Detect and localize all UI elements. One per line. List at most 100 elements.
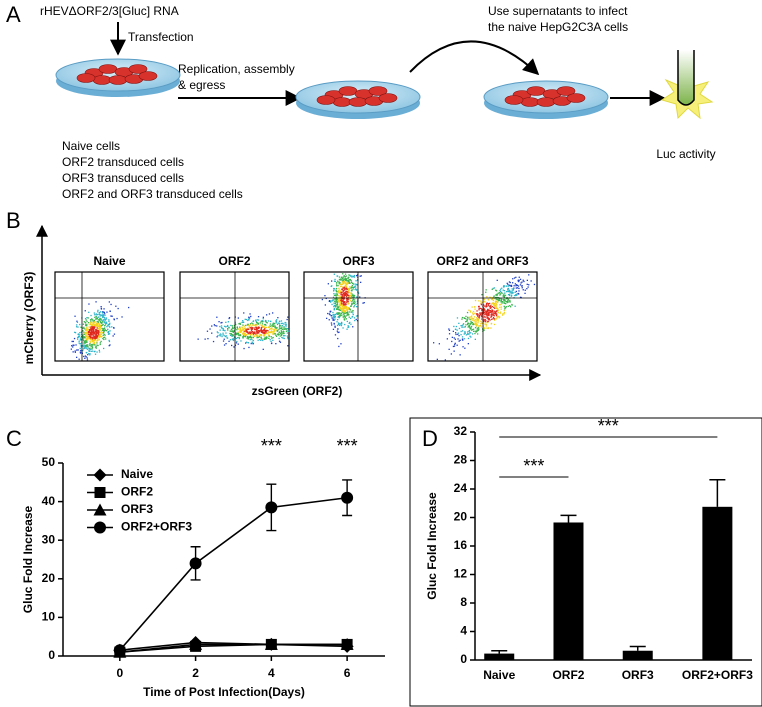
event-dot: [494, 318, 496, 320]
event-dot: [100, 308, 103, 310]
event-dot: [264, 330, 266, 332]
event-dot: [101, 311, 104, 313]
event-dot: [263, 335, 265, 337]
event-dot: [248, 325, 250, 327]
event-dot: [245, 318, 248, 321]
event-dot: [473, 318, 475, 320]
event-dot: [337, 285, 339, 287]
panel-a: A rHEVΔORF2/3[Gluc] RNA Transfection Rep…: [6, 2, 716, 201]
event-dot: [503, 290, 506, 292]
event-dot: [79, 334, 81, 336]
event-dot: [80, 349, 82, 352]
event-dot: [246, 336, 249, 339]
event-dot: [496, 317, 498, 319]
scatter-cloud: [433, 274, 536, 361]
event-dot: [347, 311, 349, 313]
event-dot: [238, 323, 240, 325]
event-dot: [341, 309, 343, 312]
event-dot: [351, 281, 353, 283]
event-dot: [348, 291, 350, 294]
event-dot: [256, 334, 259, 336]
axis-title: Time of Post Infection(Days): [143, 685, 305, 699]
event-dot: [266, 336, 268, 338]
event-dot: [99, 315, 101, 317]
event-dot: [92, 323, 94, 325]
event-dot: [79, 332, 81, 334]
event-dot: [255, 333, 257, 335]
event-dot: [283, 335, 285, 337]
event-dot: [343, 292, 345, 295]
event-dot: [93, 341, 96, 343]
event-dot: [109, 330, 111, 332]
event-dot: [99, 328, 101, 330]
event-dot: [351, 275, 353, 277]
event-dot: [229, 332, 231, 335]
event-dot: [352, 299, 354, 301]
event-dot: [507, 299, 510, 301]
event-dot: [95, 316, 97, 318]
event-dot: [487, 310, 489, 312]
event-dot: [84, 318, 87, 320]
event-dot: [495, 310, 498, 312]
event-dot: [87, 333, 89, 335]
event-dot: [283, 323, 285, 325]
event-dot: [499, 299, 501, 301]
event-dot: [343, 312, 345, 314]
event-dot: [90, 326, 92, 328]
event-dot: [345, 309, 347, 311]
event-dot: [256, 332, 258, 334]
event-dot: [87, 317, 89, 319]
event-dot: [258, 327, 260, 329]
event-dot: [94, 329, 97, 331]
event-dot: [493, 315, 495, 317]
event-dot: [70, 348, 72, 350]
event-dot: [486, 327, 488, 329]
event-dot: [103, 311, 105, 314]
event-dot: [94, 314, 96, 316]
event-dot: [466, 311, 469, 314]
event-dot: [222, 332, 224, 334]
event-dot: [483, 310, 485, 312]
event-dot: [349, 321, 351, 324]
event-dot: [463, 326, 465, 328]
event-dot: [264, 332, 266, 334]
event-dot: [336, 302, 339, 304]
event-dot: [121, 316, 123, 318]
event-dot: [506, 301, 508, 304]
event-dot: [261, 334, 263, 336]
error-bar: [491, 649, 508, 654]
event-dot: [217, 334, 219, 337]
event-dot: [523, 280, 525, 283]
event-dot: [353, 306, 355, 308]
event-dot: [335, 304, 337, 306]
event-dot: [247, 331, 249, 333]
event-dot: [279, 332, 282, 334]
event-dot: [477, 315, 479, 317]
event-dot: [286, 318, 288, 321]
event-dot: [275, 327, 277, 330]
event-dot: [262, 325, 264, 328]
event-dot: [257, 336, 259, 339]
event-dot: [503, 313, 505, 315]
event-dot: [92, 319, 94, 321]
event-dot: [501, 302, 503, 304]
event-dot: [345, 305, 347, 308]
event-dot: [476, 324, 479, 326]
event-dot: [507, 294, 510, 296]
event-dot: [341, 311, 343, 313]
event-dot: [522, 289, 524, 291]
event-dot: [496, 293, 499, 295]
event-dot: [344, 287, 346, 289]
event-dot: [495, 318, 498, 320]
event-dot: [342, 289, 344, 291]
event-dot: [100, 340, 102, 343]
event-dot: [82, 334, 84, 336]
event-dot: [95, 318, 98, 320]
event-dot: [98, 323, 100, 325]
event-dot: [263, 326, 265, 328]
event-dot: [501, 292, 503, 295]
event-dot: [354, 285, 356, 288]
event-dot: [336, 330, 338, 332]
event-dot: [266, 332, 268, 335]
event-dot: [341, 294, 343, 296]
